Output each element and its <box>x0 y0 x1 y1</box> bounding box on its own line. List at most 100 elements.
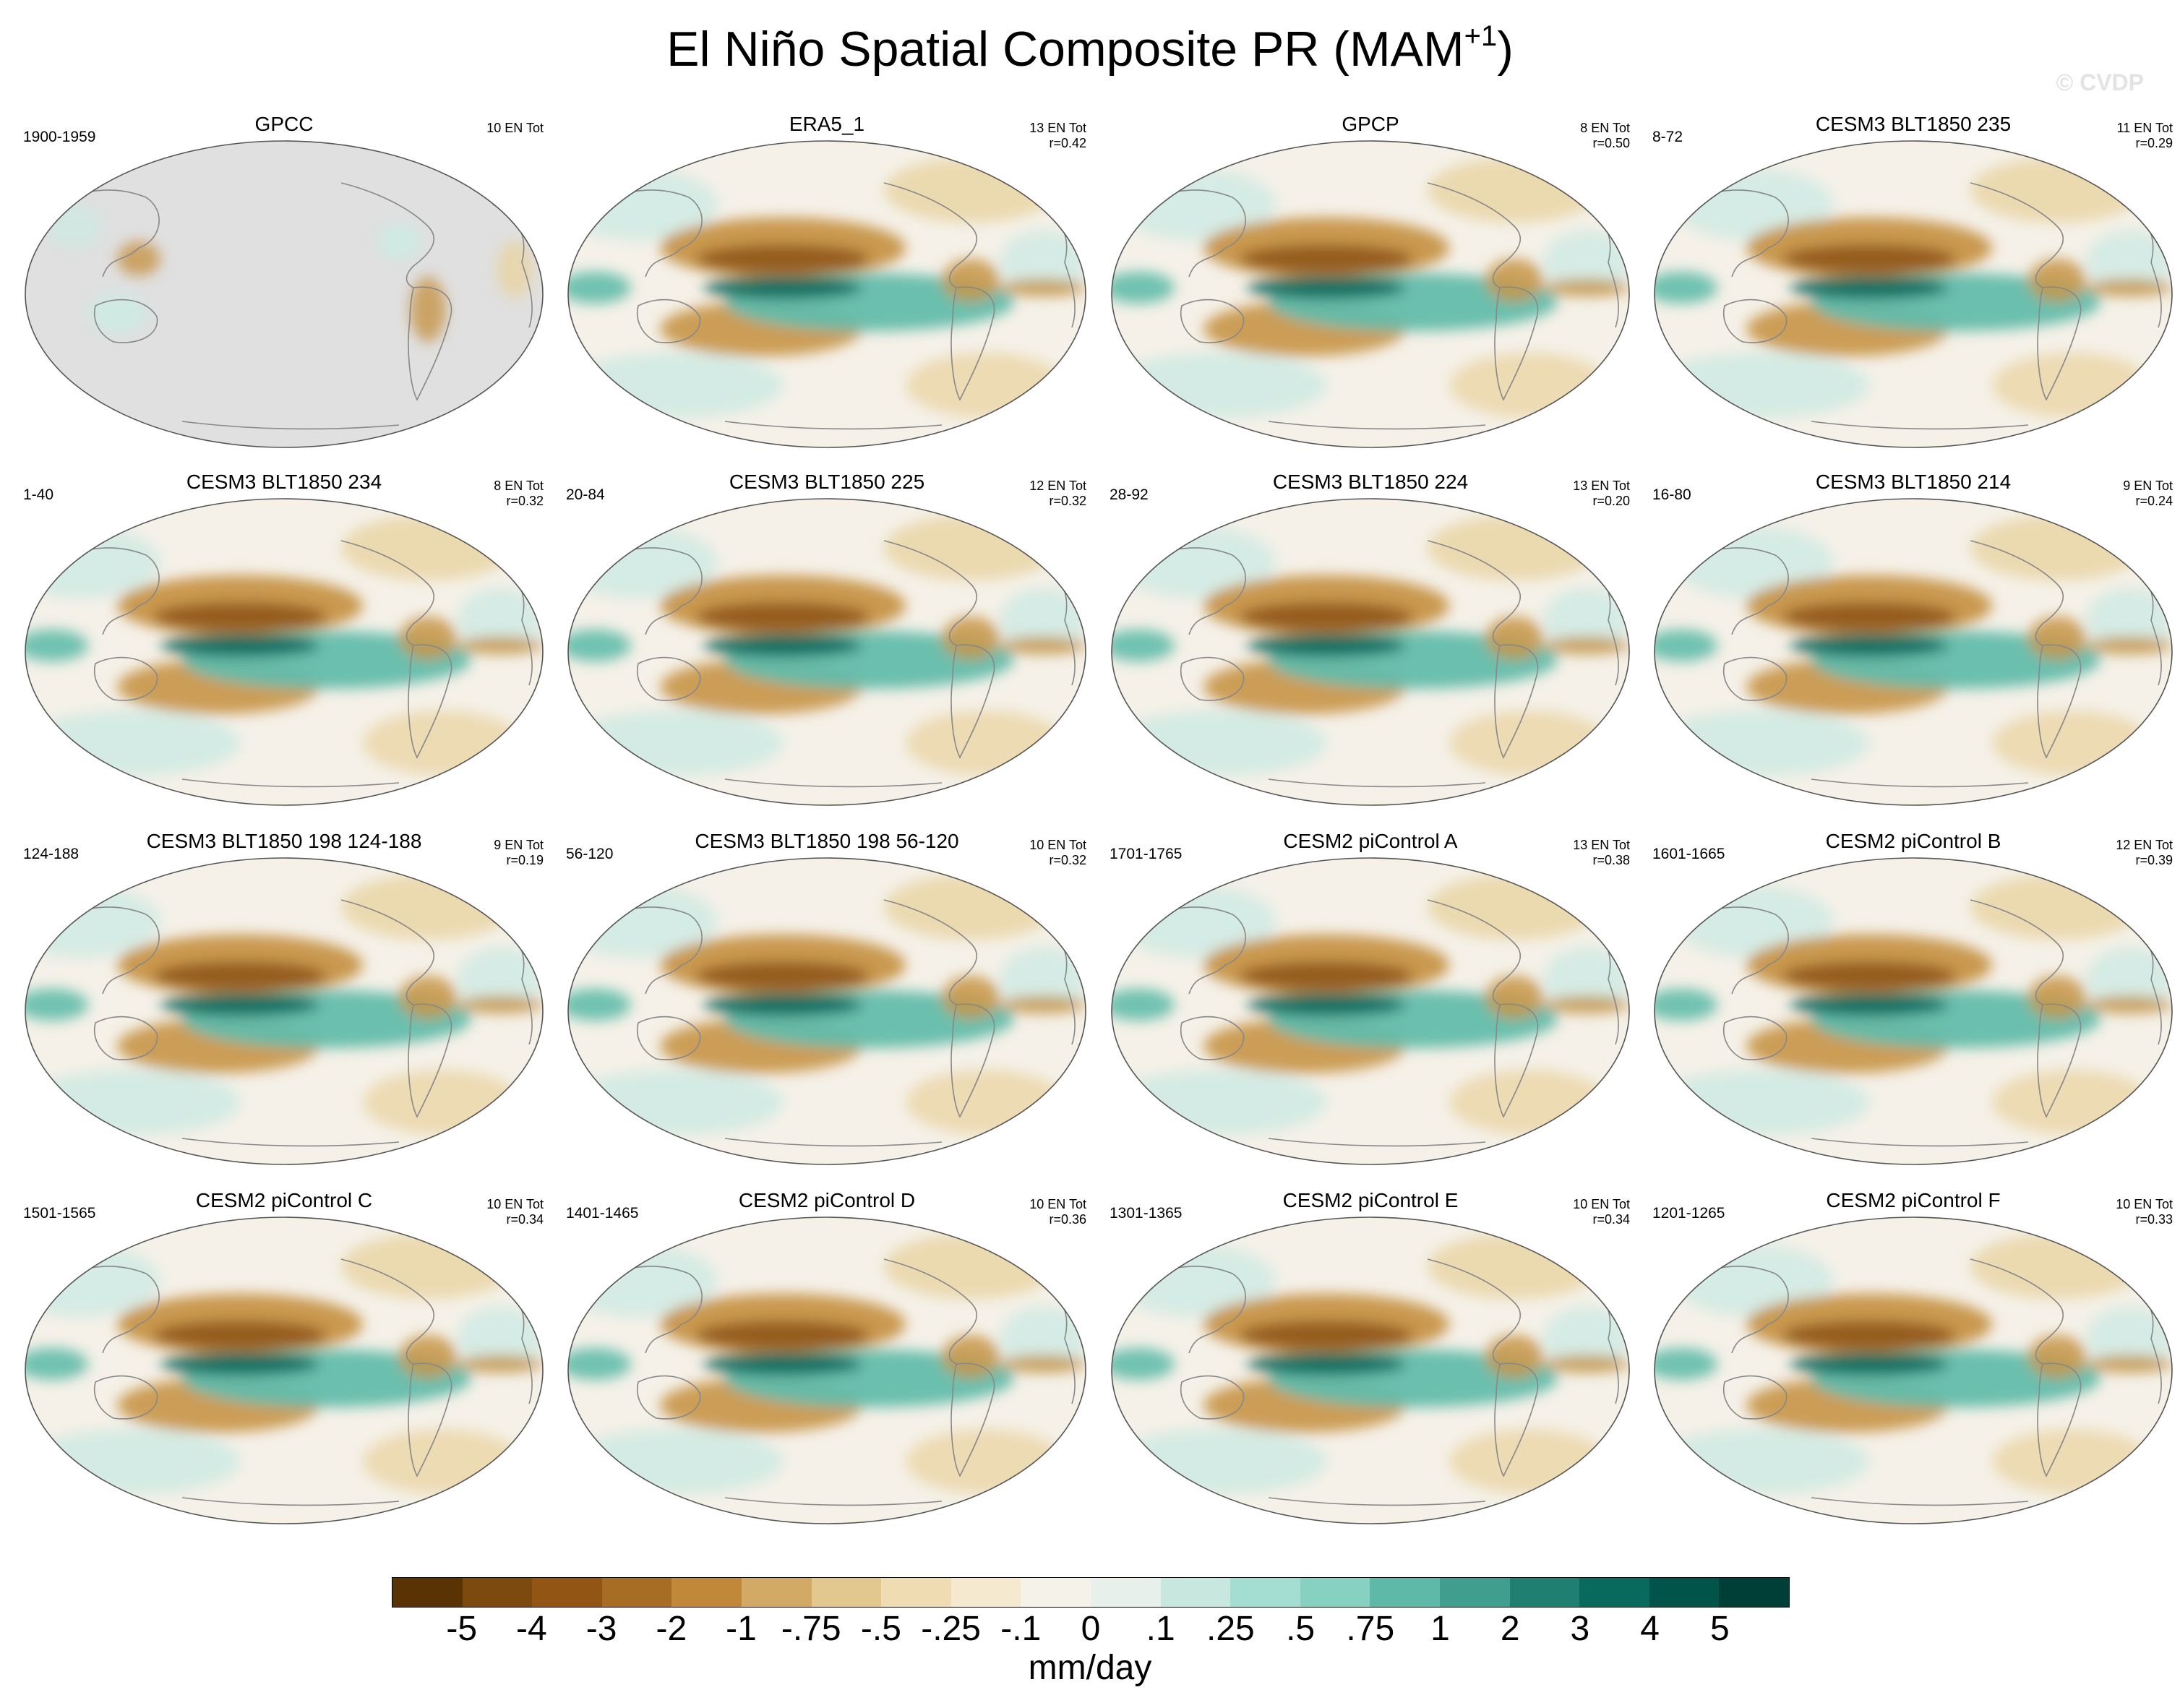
australia-coastline <box>1723 1016 1788 1060</box>
colorbar-swatch <box>1719 1578 1789 1607</box>
map-outline <box>1654 498 2173 806</box>
panel-stats: 13 EN Tot r=0.20 <box>1573 479 1630 509</box>
atlantic-dry-band <box>2086 996 2172 1013</box>
panel-event-count: 11 EN Tot <box>2116 121 2173 135</box>
panel-title: CESM2 piControl E <box>1282 1189 1459 1211</box>
north-america-coastline <box>1970 1258 2064 1365</box>
south-dry-region <box>906 1070 1065 1135</box>
colorbar-tick-label: 2 <box>1500 1610 1520 1648</box>
australia-coastline <box>1723 656 1788 701</box>
indian-ocean-wet-band <box>1655 1348 1717 1380</box>
north-pacific-dry-core <box>1782 961 1956 990</box>
colorbar-tick-label: -5 <box>446 1610 478 1648</box>
australia-coastline <box>637 1375 701 1420</box>
panel-stats: 10 EN Tot r=0.33 <box>2116 1197 2173 1227</box>
africa-dry-patch <box>497 241 533 299</box>
equatorial-wet-core <box>703 993 862 1016</box>
colorbar-swatch <box>1300 1578 1370 1607</box>
antarctica-coastline <box>1268 778 1486 788</box>
colorbar-tick-label: 0 <box>1081 1610 1101 1648</box>
australia-coastline <box>1180 656 1245 701</box>
map-projection <box>1654 1216 2173 1524</box>
panel-stats: 10 EN Tot r=0.32 <box>1029 838 1086 868</box>
colorbar-tick-label: -.1 <box>1000 1610 1042 1648</box>
panel-event-count: 10 EN Tot <box>486 1197 544 1211</box>
map-outline <box>25 140 544 448</box>
antarctica-coastline <box>1811 1497 2029 1506</box>
figure-title: El Niño Spatial Composite PR (MAM+1) <box>0 20 2180 78</box>
north-america-coastline <box>1427 899 1522 1005</box>
map-projection <box>1111 498 1630 806</box>
south-wet-region <box>1655 711 1869 776</box>
north-america-coastline <box>883 1258 978 1365</box>
colorbar-tick-label: -.5 <box>860 1610 901 1648</box>
colorbar-swatch <box>950 1578 1021 1607</box>
panel-event-count: 10 EN Tot <box>1573 1197 1630 1211</box>
south-wet-region <box>25 1429 240 1494</box>
panel-years: 1201-1265 <box>1652 1205 1725 1222</box>
south-america-coastline <box>2037 286 2082 401</box>
equatorial-wet-core <box>703 1352 862 1376</box>
colorbar-units: mm/day <box>1028 1649 1152 1687</box>
colorbar-swatch <box>811 1578 882 1607</box>
panel-correlation: r=0.39 <box>2135 853 2173 867</box>
panel-event-count: 8 EN Tot <box>1580 121 1630 135</box>
map-projection <box>25 498 544 806</box>
equatorial-wet-core <box>1790 1352 1949 1376</box>
antarctica-coastline <box>1811 1138 2029 1147</box>
north-pacific-dry-core <box>696 602 870 631</box>
map-panel: CESM3 BLT1850 198 56-120 56-120 10 EN Tot r… <box>554 829 1099 1188</box>
south-america-dry-region <box>942 976 1000 1019</box>
colorbar-tick-label: .25 <box>1206 1610 1255 1648</box>
colorbar-tick-label: 1 <box>1430 1610 1450 1648</box>
south-america-dry-region <box>2028 976 2086 1019</box>
antarctica-coastline <box>181 1497 400 1506</box>
atlantic-dry-band <box>2086 637 2172 654</box>
panel-years: 1301-1365 <box>1110 1205 1183 1222</box>
north-pacific-dry-core <box>1782 244 1956 273</box>
equatorial-wet-core <box>1790 634 1949 657</box>
north-pacific-dry-core <box>1782 1321 1956 1349</box>
map-outline <box>1111 498 1630 806</box>
south-wet-region <box>1655 1429 1869 1494</box>
atlantic-wet-region <box>1000 230 1086 295</box>
atlantic-wet-region <box>457 1306 543 1371</box>
indian-ocean-wet-band <box>1112 1348 1175 1380</box>
colorbar-tick-label: 3 <box>1570 1610 1590 1648</box>
south-america-dry-region <box>1485 976 1543 1019</box>
map-outline <box>1111 140 1630 448</box>
south-america-coastline <box>408 286 452 401</box>
north-america-coastline <box>340 899 435 1005</box>
australia-coastline <box>637 656 701 701</box>
north-pacific-dry-core <box>1240 961 1413 990</box>
coastlines <box>1116 540 1619 788</box>
panel-correlation: r=0.34 <box>1592 1212 1630 1227</box>
north-pacific-dry-core <box>153 961 327 990</box>
antarctica-coastline <box>724 421 943 430</box>
panel-correlation: r=0.29 <box>2135 136 2173 150</box>
atlantic-wet-region <box>457 947 543 1012</box>
colorbar-tick-label: .75 <box>1346 1610 1395 1648</box>
south-america-dry-region <box>942 617 1000 660</box>
south-dry-region <box>906 1429 1065 1494</box>
south-america-coastline <box>408 1003 452 1118</box>
south-dry-region <box>1992 1429 2151 1494</box>
colorbar-tick-label: -2 <box>656 1610 687 1648</box>
south-america-dry-patch <box>410 277 446 342</box>
indian-ocean-wet-band <box>1655 630 1717 661</box>
equatorial-wet-core <box>160 1352 319 1376</box>
map-panel: CESM2 piControl A 1701-1765 13 EN Tot r=0.3… <box>1098 829 1643 1188</box>
map-panel: GPCP 8 EN Tot r=0.50 <box>1098 112 1643 471</box>
panel-event-count: 12 EN Tot <box>1029 479 1086 493</box>
north-america-coastline <box>340 182 435 288</box>
atlantic-wet-region <box>2086 1306 2172 1371</box>
panel-correlation: r=0.32 <box>1049 494 1086 508</box>
australia-coastline <box>94 299 158 343</box>
precip-field <box>1112 1234 1629 1494</box>
australia-coastline <box>637 1016 701 1060</box>
south-dry-region <box>1992 711 2151 776</box>
panel-stats: 13 EN Tot r=0.42 <box>1029 121 1086 151</box>
north-america-wet-patch <box>377 223 421 259</box>
panel-correlation: r=0.33 <box>2135 1212 2173 1227</box>
south-america-dry-region <box>942 1335 1000 1378</box>
